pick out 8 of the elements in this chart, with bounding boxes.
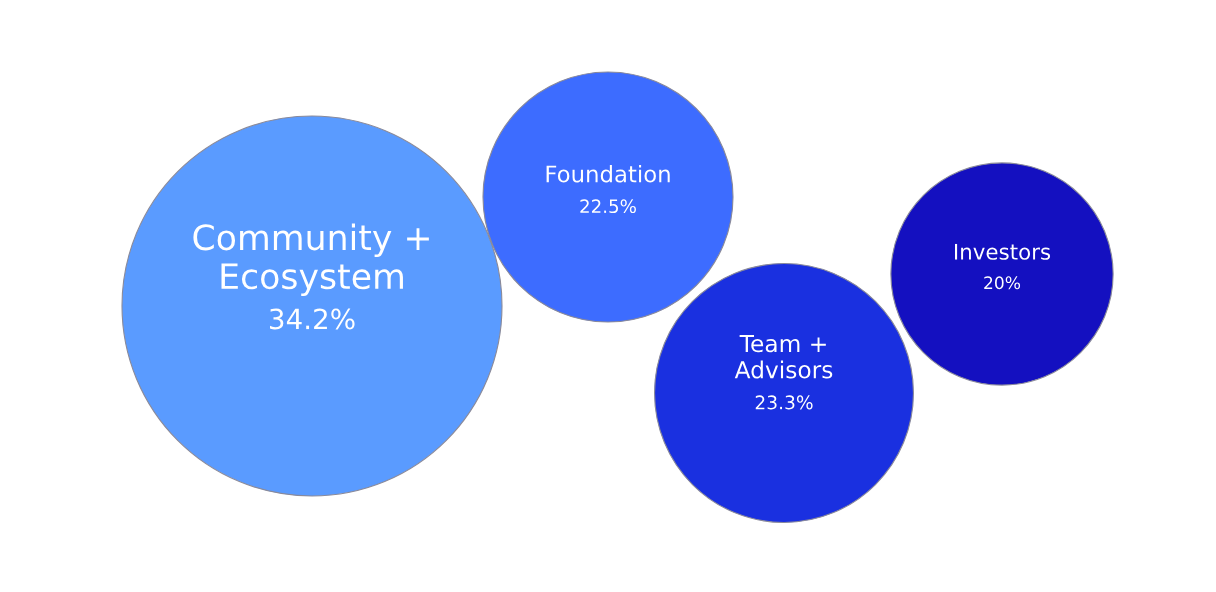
category-label: Team + Advisors xyxy=(734,335,833,379)
category-label: Foundation xyxy=(546,164,670,183)
data-label: 23.3% xyxy=(755,395,813,410)
data-label: 22.5% xyxy=(580,199,636,214)
data-label: 34.2% xyxy=(270,308,355,330)
data-label: 20% xyxy=(984,276,1021,290)
category-label: Community + Ecosystem xyxy=(193,223,429,296)
category-label: Investors xyxy=(954,243,1051,260)
